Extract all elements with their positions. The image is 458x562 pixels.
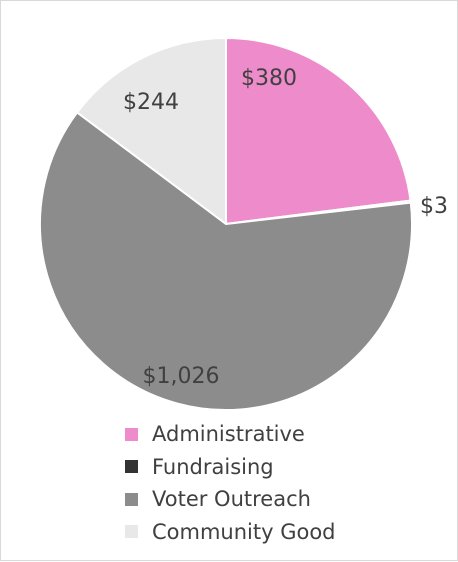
legend-item-fundraising: Fundraising: [125, 451, 336, 484]
data-label-voter-outreach: $1,026: [143, 364, 220, 389]
legend-label-administrative: Administrative: [152, 422, 305, 447]
data-label-fundraising: $3: [420, 194, 448, 219]
legend-swatch-fundraising: [125, 460, 138, 474]
legend-item-administrative: Administrative: [125, 418, 336, 451]
legend-swatch-community-good: [125, 525, 138, 539]
pie-slice-voter-outreach: [39, 111, 413, 411]
data-label-community-good: $244: [123, 90, 179, 115]
data-label-administrative: $380: [241, 66, 297, 91]
legend-item-community-good: Community Good: [125, 516, 336, 549]
pie-slice-community-good: [76, 37, 227, 225]
legend-label-voter-outreach: Voter Outreach: [152, 487, 311, 512]
legend-label-community-good: Community Good: [152, 519, 336, 544]
legend-label-fundraising: Fundraising: [152, 454, 274, 479]
legend-swatch-administrative: [125, 427, 138, 441]
legend: Administrative Fundraising Voter Outreac…: [125, 418, 336, 548]
legend-swatch-voter-outreach: [125, 492, 138, 506]
pie-slice-administrative: [225, 37, 412, 225]
legend-item-voter-outreach: Voter Outreach: [125, 483, 336, 516]
